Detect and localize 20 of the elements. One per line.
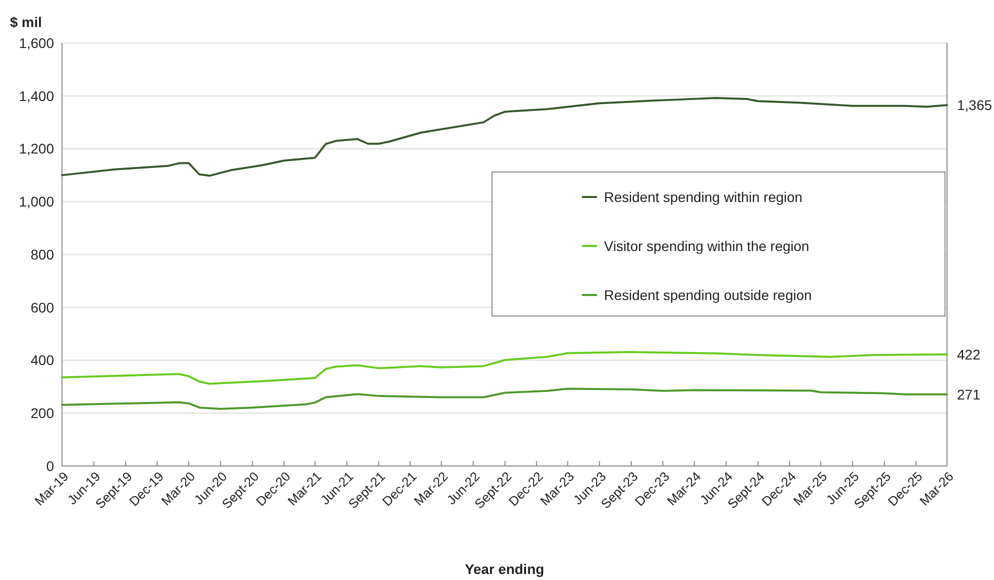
- legend-label: Visitor spending within the region: [604, 238, 810, 254]
- y-tick-label: 200: [30, 405, 54, 422]
- y-tick-label: 400: [30, 352, 54, 368]
- y-tick-label: 1,400: [18, 88, 54, 104]
- y-tick-label: 800: [30, 246, 54, 262]
- legend-label: Resident spending within region: [604, 188, 802, 205]
- y-tick-label: 1,200: [18, 140, 54, 157]
- y-axis-title: $ mil: [10, 14, 42, 30]
- line-series: [61, 96, 948, 177]
- annotation: 271: [957, 386, 981, 402]
- y-tick-label: 1,600: [18, 34, 54, 51]
- x-axis-title: Year ending: [464, 561, 544, 577]
- annotation: 1,365: [957, 97, 992, 114]
- y-tick-label: 1,000: [18, 194, 54, 210]
- line-series: [61, 388, 948, 410]
- y-tick-label: 600: [30, 299, 54, 316]
- line-series: [61, 351, 948, 385]
- annotation: 422: [957, 346, 981, 362]
- legend-label: Resident spending outside region: [604, 286, 812, 303]
- y-tick-label: 0: [46, 458, 54, 474]
